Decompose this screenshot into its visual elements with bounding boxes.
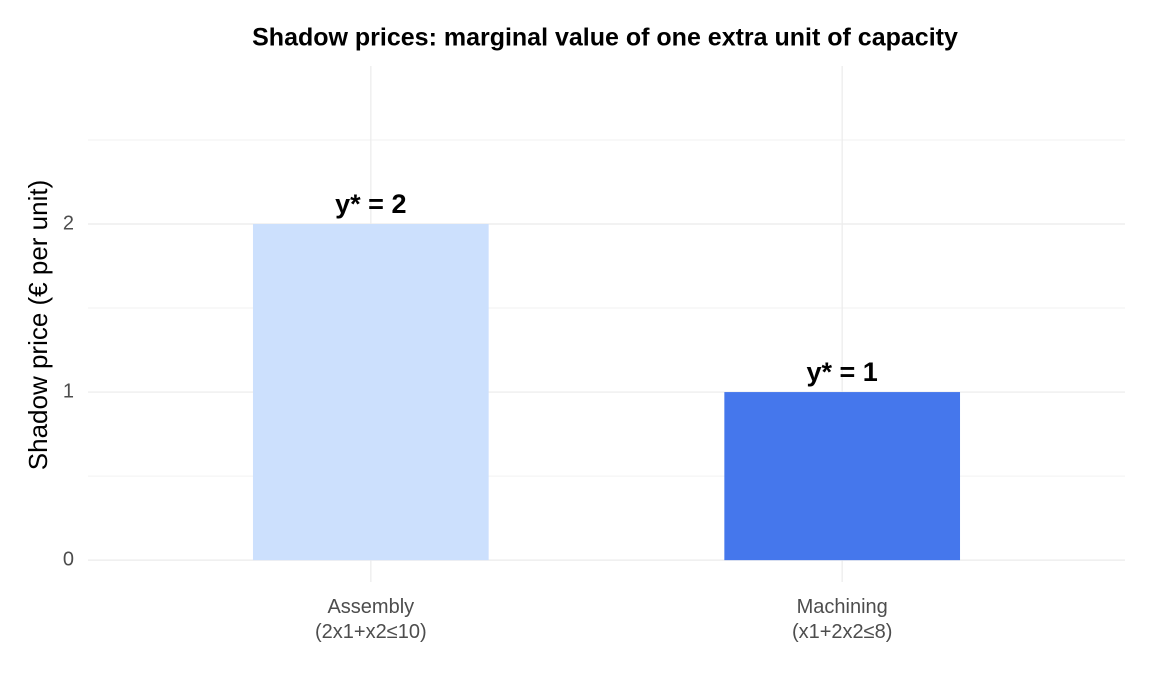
x-tick-label: Machining (x1+2x2≤8) (792, 596, 892, 643)
y-tick-label: 0 (63, 548, 74, 570)
x-tick-label-line: (x1+2x2≤8) (792, 621, 892, 643)
value-label: y* = 2 (335, 189, 406, 219)
chart-title: Shadow prices: marginal value of one ext… (252, 24, 958, 52)
value-label: y* = 1 (807, 357, 878, 387)
x-tick-label-line: Machining (797, 596, 888, 618)
bar (724, 392, 961, 561)
y-tick-label: 2 (63, 212, 74, 234)
x-tick-label-line: (2x1+x2≤10) (315, 621, 427, 643)
bar (252, 223, 489, 561)
x-tick-label-line: Assembly (327, 596, 414, 618)
x-tick-label: Assembly (2x1+x2≤10) (315, 596, 427, 643)
y-tick-label: 1 (63, 380, 74, 402)
y-axis-label: Shadow price (€ per unit) (23, 180, 53, 470)
